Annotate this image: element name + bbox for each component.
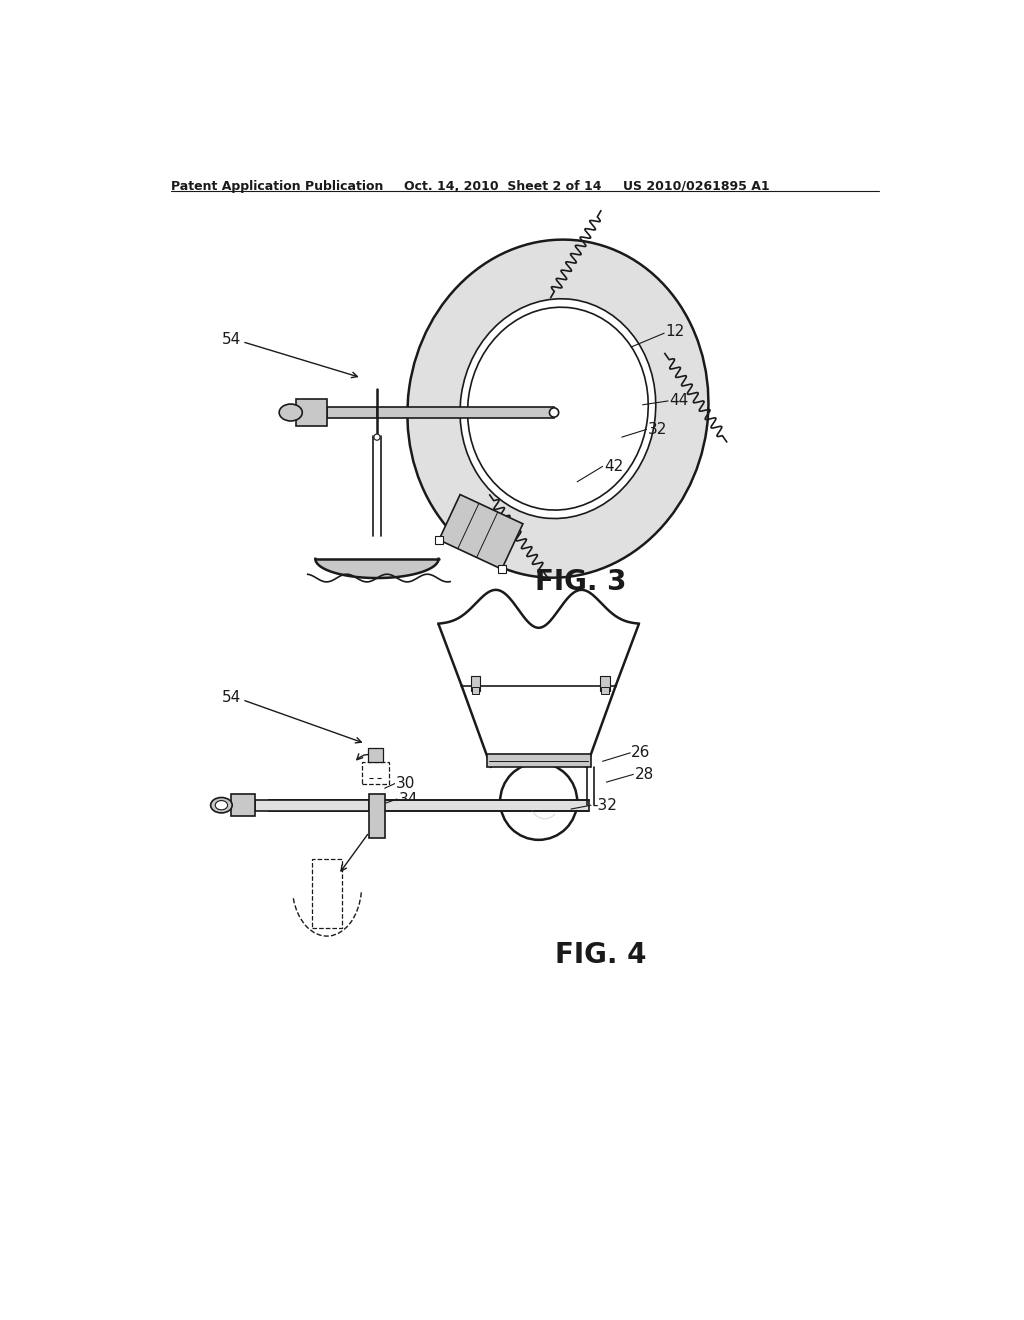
Text: FIG. 3: FIG. 3 (536, 568, 627, 595)
Text: Patent Application Publication: Patent Application Publication (171, 180, 383, 193)
Text: US 2010/0261895 A1: US 2010/0261895 A1 (624, 180, 770, 193)
Text: -32: -32 (593, 797, 617, 813)
Bar (377, 407, 554, 418)
Text: 12: 12 (666, 325, 685, 339)
Ellipse shape (460, 298, 655, 519)
Text: 42: 42 (604, 459, 624, 474)
Bar (435, 536, 442, 544)
Ellipse shape (280, 404, 302, 421)
Text: 32: 32 (648, 422, 668, 437)
Text: 30: 30 (396, 776, 416, 791)
Text: 54: 54 (221, 690, 241, 705)
Bar (486, 755, 591, 767)
Bar (255, 800, 370, 810)
Text: 28: 28 (635, 767, 654, 781)
Bar (327, 407, 377, 418)
Text: 44: 44 (670, 393, 689, 408)
Bar (368, 748, 383, 762)
Bar (361, 762, 389, 784)
Bar (601, 688, 608, 693)
Polygon shape (315, 558, 438, 578)
Polygon shape (438, 590, 639, 686)
Bar (296, 399, 327, 426)
Bar (600, 676, 609, 692)
Text: 34: 34 (398, 792, 418, 807)
Bar (311, 859, 342, 928)
Bar (230, 795, 255, 816)
Circle shape (374, 434, 380, 441)
Ellipse shape (215, 800, 227, 810)
Text: 68: 68 (484, 537, 504, 553)
Bar (498, 565, 506, 573)
Bar (269, 800, 589, 810)
Ellipse shape (408, 240, 709, 578)
Bar (471, 676, 480, 692)
Text: Oct. 14, 2010  Sheet 2 of 14: Oct. 14, 2010 Sheet 2 of 14 (403, 180, 601, 193)
Text: 54: 54 (221, 331, 241, 347)
Polygon shape (439, 495, 523, 569)
Circle shape (500, 763, 578, 840)
Ellipse shape (211, 797, 232, 813)
Bar (472, 688, 479, 693)
Text: FIG. 4: FIG. 4 (555, 941, 646, 969)
Circle shape (550, 408, 559, 417)
Text: 26: 26 (631, 746, 650, 760)
Ellipse shape (468, 308, 648, 510)
Bar (370, 795, 385, 838)
Polygon shape (462, 686, 615, 767)
